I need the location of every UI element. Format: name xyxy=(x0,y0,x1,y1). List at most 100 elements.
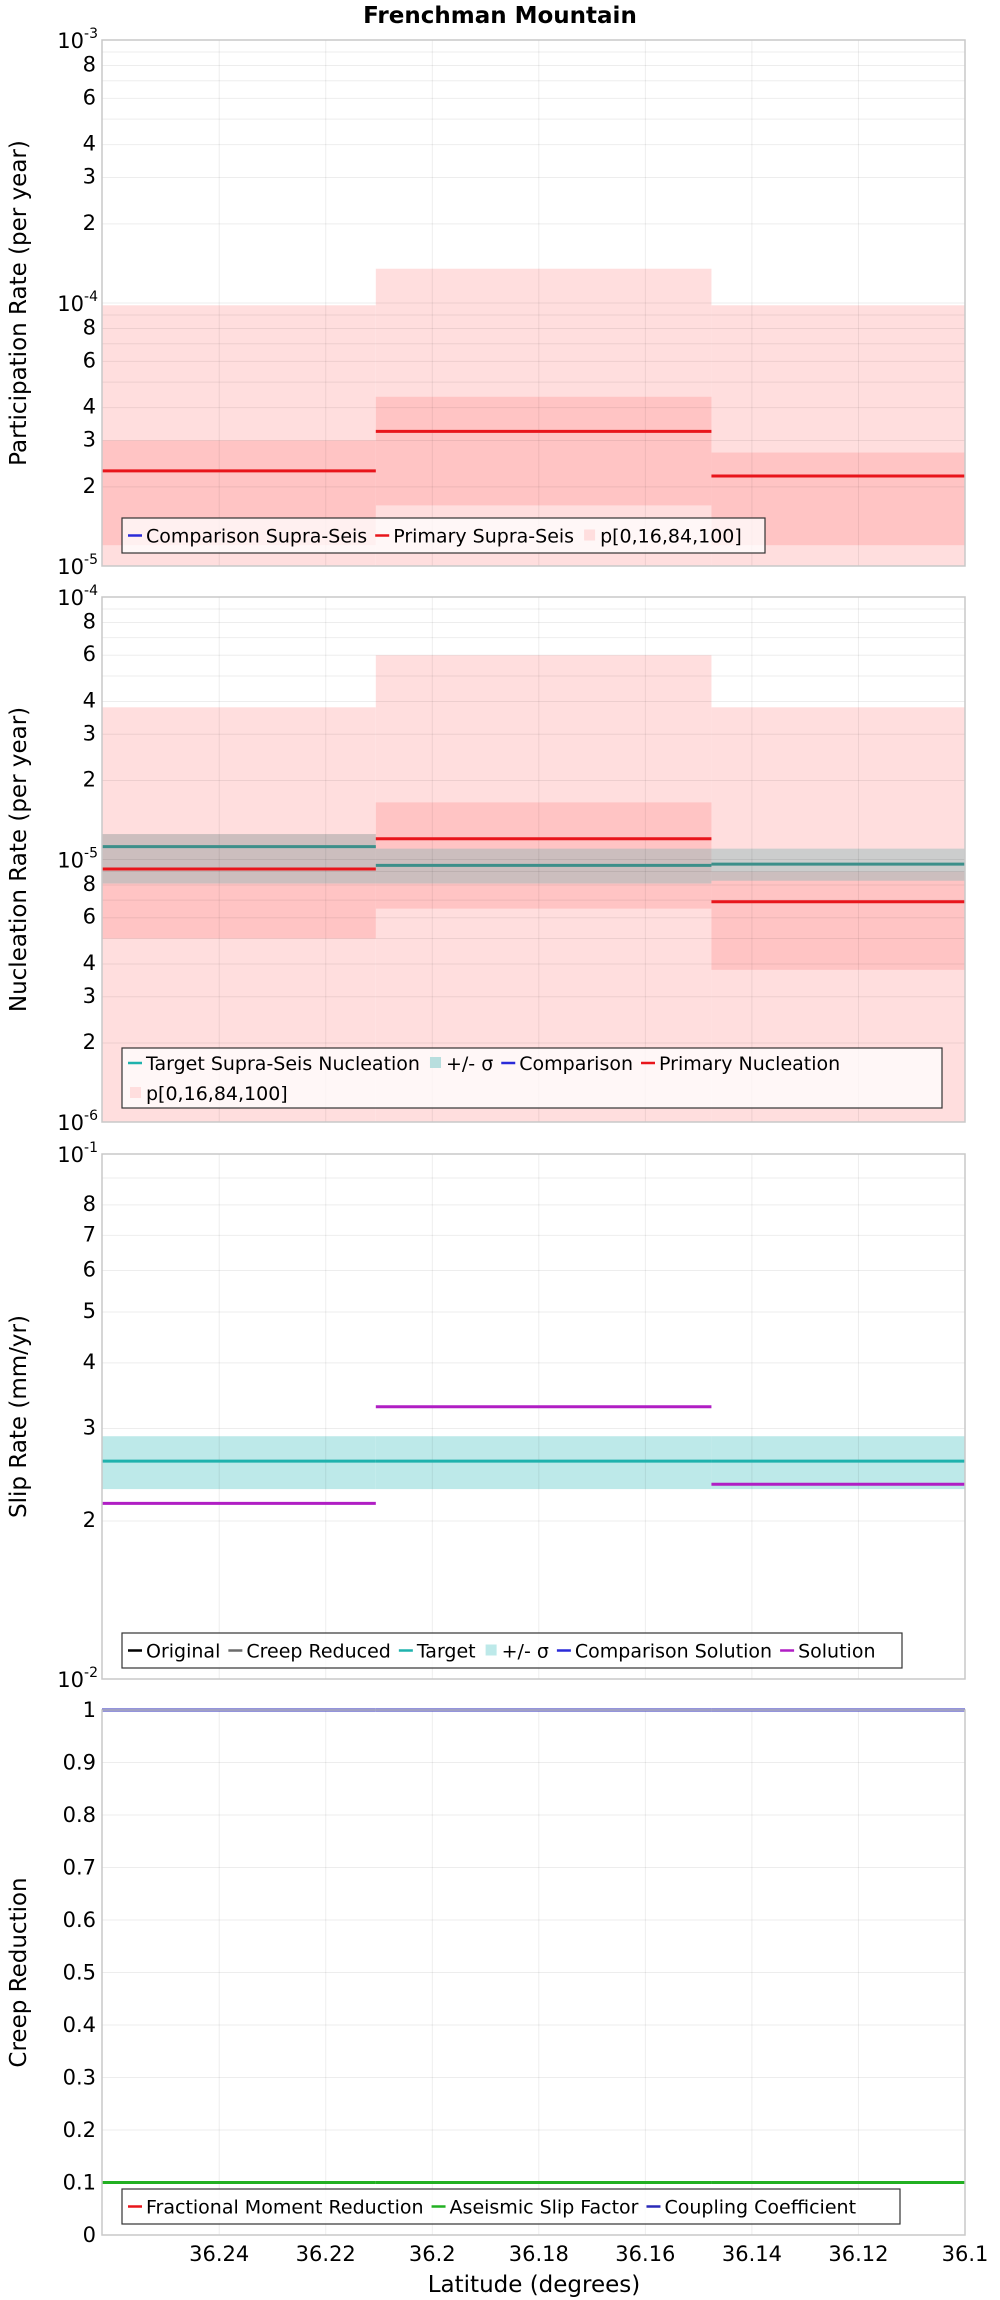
y-tick-label: 0.9 xyxy=(63,1751,96,1775)
y-tick-label: 10-4 xyxy=(57,289,98,316)
y-tick-base: 10 xyxy=(57,1668,84,1692)
legend-label: Target xyxy=(416,1641,476,1663)
x-tick-label: 36.2 xyxy=(409,2242,456,2266)
y-tick-label: 2 xyxy=(83,1508,96,1532)
y-tick-label: 8 xyxy=(83,1192,96,1216)
chart-title: Frenchman Mountain xyxy=(363,3,637,29)
y-tick-base: 10 xyxy=(57,555,84,579)
y-tick-label: 10-3 xyxy=(57,26,98,53)
legend-label: p[0,16,84,100] xyxy=(146,1083,288,1105)
y-tick-label: 10-2 xyxy=(57,1665,98,1692)
y-axis-label: Creep Reduction xyxy=(6,1877,32,2067)
y-tick-label: 2 xyxy=(83,474,96,498)
y-tick-label: 0.1 xyxy=(63,2171,96,2195)
y-tick-label: 4 xyxy=(83,688,96,712)
legend-label: Aseismic Slip Factor xyxy=(450,2197,639,2219)
y-tick-label: 0.4 xyxy=(63,2013,96,2037)
y-tick-label: 6 xyxy=(83,348,96,372)
y-tick-label: 0.2 xyxy=(63,2118,96,2142)
y-tick-exponent: -3 xyxy=(84,26,98,42)
legend-swatch-box xyxy=(584,529,596,541)
legend-label: Primary Supra-Seis xyxy=(393,526,574,548)
y-tick-exponent: -5 xyxy=(84,846,98,862)
legend-box xyxy=(121,1047,943,1109)
legend-label: Fractional Moment Reduction xyxy=(146,2197,424,2219)
y-tick-exponent: -1 xyxy=(84,1140,98,1156)
legend-label: +/- σ xyxy=(446,1053,493,1075)
y-tick-label: 3 xyxy=(83,165,96,189)
panel-4: 0 0.1 0.2 0.3 0.4 0.5 0.6 0.7 0.8 0.9 1 Creep Reduc… xyxy=(6,1698,966,2247)
band-rect xyxy=(375,1436,712,1490)
x-tick-label: 36.14 xyxy=(722,2242,782,2266)
legend-label: Primary Nucleation xyxy=(659,1053,840,1075)
y-tick-label: 0.6 xyxy=(63,1908,96,1932)
y-tick-label: 8 xyxy=(83,609,96,633)
band-rect xyxy=(102,1436,376,1490)
y-tick-base: 10 xyxy=(57,29,84,53)
y-tick-exponent: -2 xyxy=(84,1665,98,1681)
legend-swatch-box xyxy=(429,1057,441,1068)
x-tick-label: 36.18 xyxy=(509,2242,569,2266)
y-tick-label: 2 xyxy=(83,1030,96,1054)
y-tick-label: 0.3 xyxy=(63,2066,96,2090)
legend-label: Coupling Coefficient xyxy=(664,2197,856,2219)
y-tick-label: 10-6 xyxy=(57,1108,98,1135)
band-rect xyxy=(102,834,376,939)
y-tick-label: 10-1 xyxy=(57,1140,98,1167)
x-tick-label: 36.12 xyxy=(828,2242,888,2266)
y-tick-label: 0.8 xyxy=(63,1803,96,1827)
y-tick-base: 10 xyxy=(57,1143,84,1167)
y-tick-label: 4 xyxy=(83,1350,96,1374)
band-rect xyxy=(711,871,965,970)
legend-box xyxy=(121,517,766,554)
y-tick-base: 10 xyxy=(57,849,84,873)
y-tick-label: 10-5 xyxy=(57,552,98,579)
legend-box xyxy=(121,1632,903,1669)
legend-swatch-box xyxy=(485,1644,497,1656)
legend-label: Original xyxy=(146,1641,220,1663)
legend-label: p[0,16,84,100] xyxy=(600,526,742,548)
y-tick-exponent: -4 xyxy=(84,289,98,305)
y-tick-label: 8 xyxy=(83,872,96,896)
plot-frame xyxy=(101,596,966,1123)
y-tick-exponent: -5 xyxy=(84,552,98,568)
y-tick-base: 10 xyxy=(57,586,84,610)
x-axis-label: Latitude (degrees) xyxy=(428,2272,641,2298)
y-tick-label: 8 xyxy=(83,52,96,76)
plot-frame xyxy=(101,1153,966,1680)
y-tick-base: 10 xyxy=(57,1111,84,1135)
y-tick-label: 10-5 xyxy=(57,846,98,873)
y-axis-label: Participation Rate (per year) xyxy=(6,140,32,466)
x-tick-label: 36.1 xyxy=(942,2242,989,2266)
band-rect xyxy=(375,396,712,506)
y-tick-label: 2 xyxy=(83,767,96,791)
y-tick-label: 0.7 xyxy=(63,1856,96,1880)
y-tick-label: 0 xyxy=(83,2223,96,2247)
y-tick-label: 7 xyxy=(83,1222,96,1246)
y-tick-label: 6 xyxy=(83,85,96,109)
legend: Target Supra-Seis Nucleation +/- σ Compari… xyxy=(121,1047,943,1109)
legend-label: Creep Reduced xyxy=(246,1641,390,1663)
y-tick-label: 4 xyxy=(83,395,96,419)
y-tick-label: 3 xyxy=(83,721,96,745)
x-tick-label: 36.22 xyxy=(296,2242,356,2266)
legend-box xyxy=(121,2188,901,2225)
y-tick-label: 10-4 xyxy=(57,583,98,610)
plot-frame xyxy=(101,1709,966,2236)
band-rect xyxy=(711,1436,965,1490)
band-rect xyxy=(375,802,712,909)
legend: Fractional Moment Reduction Aseismic Slip… xyxy=(121,2188,901,2225)
legend-label: Solution xyxy=(798,1641,875,1663)
y-tick-exponent: -6 xyxy=(84,1108,98,1124)
x-tick-label: 36.16 xyxy=(615,2242,675,2266)
y-tick-label: 5 xyxy=(83,1299,96,1323)
band-rect xyxy=(102,834,376,884)
y-tick-exponent: -4 xyxy=(84,583,98,599)
legend-label: Comparison Solution xyxy=(575,1641,772,1663)
y-tick-label: 6 xyxy=(83,1257,96,1281)
y-tick-label: 3 xyxy=(83,1416,96,1440)
